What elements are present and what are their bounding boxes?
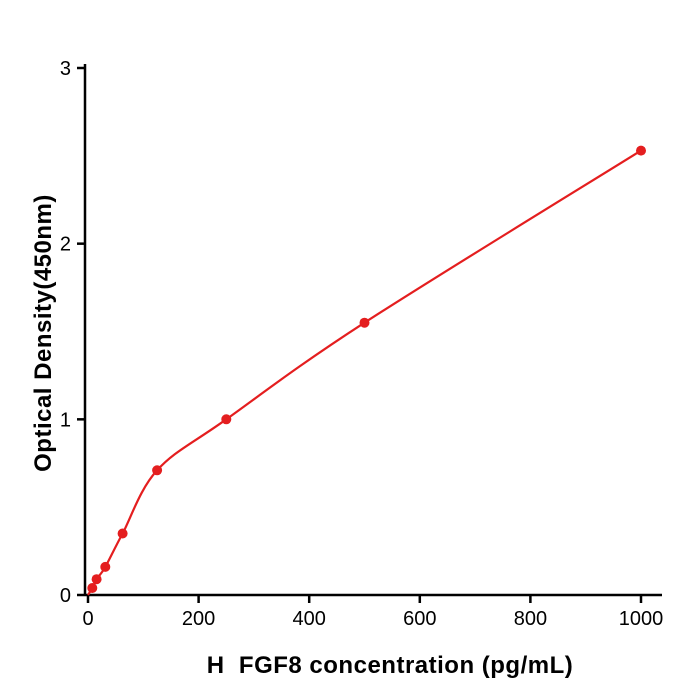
x-tick-label: 1000 [619, 608, 664, 630]
data-point [91, 574, 102, 585]
data-point [87, 583, 98, 593]
y-tick-label: 1 [60, 409, 71, 431]
x-tick-label: 200 [182, 608, 215, 630]
x-tick-label: 400 [293, 608, 326, 630]
x-tick-label: 800 [514, 608, 547, 630]
y-axis-label: Optical Density(450nm) [30, 194, 57, 472]
data-point [636, 145, 646, 156]
data-point [152, 465, 163, 476]
y-tick-label: 3 [60, 58, 71, 80]
y-tick-label: 2 [60, 234, 71, 256]
y-axis-ticks: 0 1 2 3 [60, 58, 85, 607]
data-point [221, 414, 232, 425]
x-tick-label: 0 [82, 608, 93, 630]
data-point [117, 528, 128, 539]
fit-curve [87, 149, 642, 596]
x-axis-label: H FGF8 concentration (pg/mL) [206, 652, 574, 679]
y-tick-label: 0 [60, 585, 71, 607]
x-tick-label: 600 [403, 608, 436, 630]
data-points [87, 145, 646, 593]
data-point [100, 561, 111, 572]
x-axis-ticks: 0 200 400 600 800 1000 [82, 595, 663, 630]
data-point [359, 317, 370, 328]
